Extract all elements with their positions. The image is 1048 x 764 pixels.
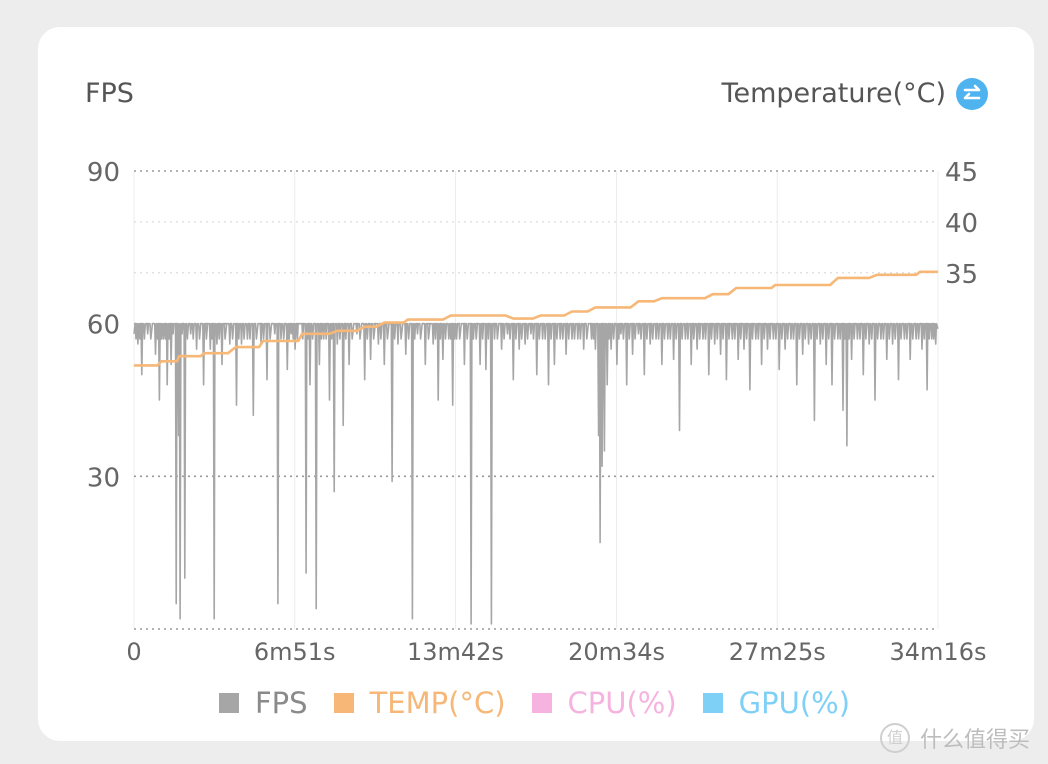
legend-label-gpu: GPU(%) xyxy=(738,686,851,720)
swap-axis-button[interactable] xyxy=(956,78,988,110)
x-tick-label: 13m42s xyxy=(407,638,504,666)
watermark: 值 什么值得买 xyxy=(880,722,1030,754)
left-tick-label: 30 xyxy=(87,463,120,493)
x-tick-label: 0 xyxy=(126,638,141,666)
left-tick-label: 90 xyxy=(87,158,120,188)
legend-swatch-temp xyxy=(333,693,354,713)
right-tick-label: 45 xyxy=(945,158,978,188)
watermark-logo-icon: 值 xyxy=(880,723,910,753)
x-tick-label: 27m25s xyxy=(729,638,826,666)
left-tick-label: 60 xyxy=(87,311,120,341)
chart-legend: FPS TEMP(°C) CPU(%) GPU(%) xyxy=(219,686,876,720)
legend-item-cpu[interactable]: CPU(%) xyxy=(531,686,677,720)
swap-arrows-icon xyxy=(963,84,981,100)
watermark-text: 什么值得买 xyxy=(920,728,1031,753)
legend-item-temp[interactable]: TEMP(°C) xyxy=(333,686,506,720)
x-tick-label: 34m16s xyxy=(890,638,987,666)
x-tick-label: 6m51s xyxy=(254,638,336,666)
left-axis-title: FPS xyxy=(85,78,134,109)
right-tick-label: 35 xyxy=(945,260,978,290)
fps-series-line xyxy=(133,322,939,625)
right-tick-label: 40 xyxy=(945,209,978,239)
legend-swatch-gpu xyxy=(702,693,723,713)
x-tick-label: 20m34s xyxy=(568,638,665,666)
legend-swatch-cpu xyxy=(531,693,552,713)
legend-label-fps: FPS xyxy=(255,686,308,720)
legend-item-gpu[interactable]: GPU(%) xyxy=(702,686,851,720)
legend-item-fps[interactable]: FPS xyxy=(219,686,308,720)
temp-series-line xyxy=(134,270,938,367)
legend-label-temp: TEMP(°C) xyxy=(369,686,506,720)
legend-swatch-fps xyxy=(219,693,239,713)
legend-label-cpu: CPU(%) xyxy=(567,686,677,720)
right-axis-title: Temperature(°C) xyxy=(721,78,946,109)
